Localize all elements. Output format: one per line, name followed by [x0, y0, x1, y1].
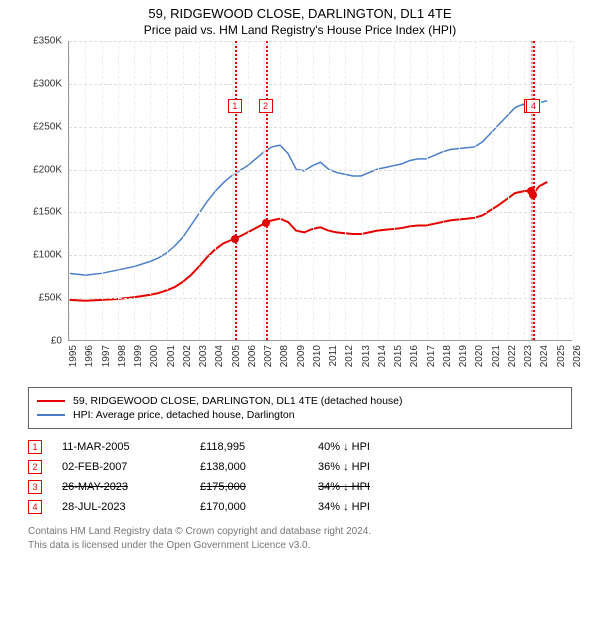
footer-line-2: This data is licensed under the Open Gov… — [28, 539, 572, 553]
sale-row: 3 26-MAY-2023 £175,000 34% ↓ HPI — [28, 477, 572, 497]
sale-badge: 2 — [28, 460, 42, 474]
x-tick: 2003 — [198, 345, 209, 367]
legend-swatch — [37, 400, 65, 402]
x-tick: 2021 — [491, 345, 502, 367]
y-tick: £0 — [51, 336, 62, 347]
sale-price: £175,000 — [200, 481, 310, 493]
chart-marker-badge: 4 — [526, 99, 540, 113]
sale-point — [529, 191, 537, 199]
legend-label: HPI: Average price, detached house, Darl… — [73, 409, 295, 421]
x-axis: 1995 1996 1997 1998 1999 2000 2001 2002 2003 2004… — [68, 341, 572, 381]
y-axis: £0£50K£100K£150K£200K£250K£300K£350K — [20, 41, 66, 341]
x-tick: 2007 — [263, 345, 274, 367]
x-tick: 2004 — [214, 345, 225, 367]
chart-title: 59, RIDGEWOOD CLOSE, DARLINGTON, DL1 4TE — [0, 0, 600, 21]
sale-badge: 3 — [28, 480, 42, 494]
x-tick: 1998 — [117, 345, 128, 367]
x-tick: 2024 — [539, 345, 550, 367]
sale-price: £138,000 — [200, 461, 310, 473]
sale-date: 28-JUL-2023 — [62, 501, 192, 513]
legend-swatch — [37, 414, 65, 416]
chart-subtitle: Price paid vs. HM Land Registry's House … — [0, 21, 600, 41]
legend-label: 59, RIDGEWOOD CLOSE, DARLINGTON, DL1 4TE… — [73, 395, 403, 407]
sale-row: 2 02-FEB-2007 £138,000 36% ↓ HPI — [28, 457, 572, 477]
x-tick: 2002 — [182, 345, 193, 367]
x-tick: 2011 — [328, 345, 339, 367]
sale-date: 02-FEB-2007 — [62, 461, 192, 473]
x-tick: 1997 — [101, 345, 112, 367]
x-tick: 2020 — [474, 345, 485, 367]
sale-badge: 1 — [28, 440, 42, 454]
x-tick: 1996 — [84, 345, 95, 367]
chart-area: £0£50K£100K£150K£200K£250K£300K£350K 123… — [20, 41, 580, 381]
x-tick: 2006 — [247, 345, 258, 367]
y-tick: £250K — [33, 121, 62, 132]
x-tick: 2014 — [377, 345, 388, 367]
y-tick: £100K — [33, 250, 62, 261]
sale-point — [262, 219, 270, 227]
x-tick: 1999 — [133, 345, 144, 367]
x-tick: 2016 — [409, 345, 420, 367]
footer: Contains HM Land Registry data © Crown c… — [28, 525, 572, 552]
y-tick: £350K — [33, 36, 62, 47]
x-tick: 2022 — [507, 345, 518, 367]
x-tick: 2015 — [393, 345, 404, 367]
x-tick: 2026 — [572, 345, 583, 367]
x-tick: 1995 — [68, 345, 79, 367]
chart-marker-badge: 1 — [228, 99, 242, 113]
sale-row: 1 11-MAR-2005 £118,995 40% ↓ HPI — [28, 437, 572, 457]
legend-row: 59, RIDGEWOOD CLOSE, DARLINGTON, DL1 4TE… — [37, 394, 563, 408]
legend: 59, RIDGEWOOD CLOSE, DARLINGTON, DL1 4TE… — [28, 387, 572, 429]
x-tick: 2001 — [166, 345, 177, 367]
x-tick: 2025 — [556, 345, 567, 367]
x-tick: 2013 — [361, 345, 372, 367]
chart-marker-badge: 2 — [259, 99, 273, 113]
x-tick: 2009 — [296, 345, 307, 367]
sale-diff: 40% ↓ HPI — [318, 441, 408, 453]
sale-row: 4 28-JUL-2023 £170,000 34% ↓ HPI — [28, 497, 572, 517]
x-tick: 2019 — [458, 345, 469, 367]
y-tick: £50K — [39, 293, 62, 304]
sale-badge: 4 — [28, 500, 42, 514]
y-tick: £200K — [33, 164, 62, 175]
x-tick: 2005 — [231, 345, 242, 367]
x-tick: 2017 — [426, 345, 437, 367]
x-tick: 2000 — [149, 345, 160, 367]
x-tick: 2018 — [442, 345, 453, 367]
sale-point — [231, 235, 239, 243]
legend-row: HPI: Average price, detached house, Darl… — [37, 408, 563, 422]
series-layer — [69, 41, 572, 340]
sale-diff: 36% ↓ HPI — [318, 461, 408, 473]
y-tick: £300K — [33, 78, 62, 89]
x-tick: 2023 — [523, 345, 534, 367]
x-tick: 2008 — [279, 345, 290, 367]
sales-table: 1 11-MAR-2005 £118,995 40% ↓ HPI 2 02-FEB-200… — [28, 437, 572, 517]
sale-date: 11-MAR-2005 — [62, 441, 192, 453]
sale-diff: 34% ↓ HPI — [318, 501, 408, 513]
sale-price: £170,000 — [200, 501, 310, 513]
sale-date: 26-MAY-2023 — [62, 481, 192, 493]
footer-line-1: Contains HM Land Registry data © Crown c… — [28, 525, 572, 539]
y-tick: £150K — [33, 207, 62, 218]
x-tick: 2012 — [344, 345, 355, 367]
sale-price: £118,995 — [200, 441, 310, 453]
x-tick: 2010 — [312, 345, 323, 367]
plot: 1234 — [68, 41, 572, 341]
sale-diff: 34% ↓ HPI — [318, 481, 408, 493]
